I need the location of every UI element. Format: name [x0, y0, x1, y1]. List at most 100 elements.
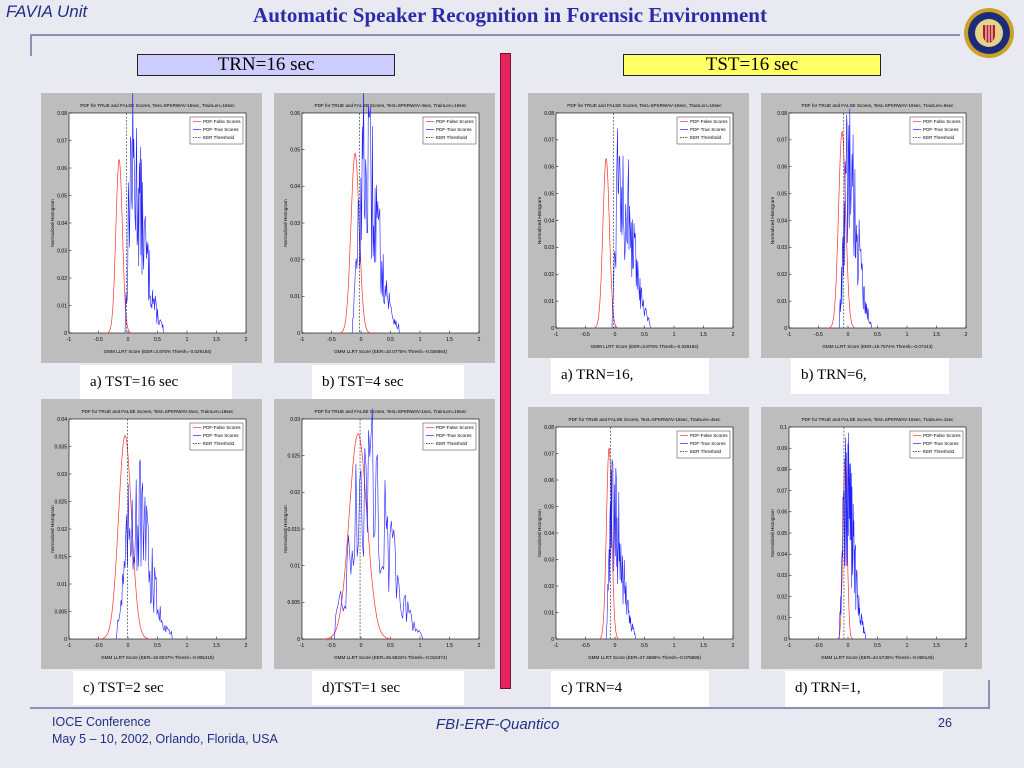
caption-a-trn16: a) TRN=16, — [551, 358, 709, 394]
series-true-scores — [115, 459, 173, 640]
y-tick-label: 0.02 — [777, 272, 787, 278]
series-false-scores — [598, 446, 620, 640]
chart-tst16-trn16: PDF for TRUE and FALSE Scores, Test=SPKR… — [537, 103, 735, 349]
y-axis-label: Normalized Histogram — [770, 197, 776, 244]
x-tick-label: 1 — [419, 643, 422, 649]
y-tick-label: 0.07 — [544, 451, 554, 457]
x-axis-label: GMM LLRT Score (EER=10.0775% Thresh=-0.0… — [334, 349, 447, 354]
y-tick-label: 0.05 — [777, 531, 787, 537]
chart-trn16-tst4: PDF for TRUE and FALSE Scores, Test=SPKR… — [283, 93, 481, 354]
x-tick-label: 2 — [732, 332, 735, 338]
y-tick-label: 0 — [64, 331, 67, 337]
x-tick-label: -1 — [67, 643, 72, 649]
y-axis-label: Normalized Histogram — [770, 509, 776, 556]
legend-entry: EER Threshold — [923, 449, 955, 454]
y-tick-label: 0.03 — [544, 557, 554, 563]
y-tick-label: 0.06 — [544, 478, 554, 484]
y-tick-label: 0.015 — [287, 527, 300, 533]
chart-panel-6: PDF for TRUE and FALSE Scores, Test=SPKR… — [761, 93, 982, 358]
y-tick-label: 0.03 — [544, 245, 554, 251]
chart-title: PDF for TRUE and FALSE Scores, Test=SPKR… — [315, 103, 468, 108]
chart-trn16-tst1: PDF for TRUE and FALSE Scores, Test=SPKR… — [283, 408, 481, 660]
y-tick-label: 0.08 — [57, 111, 67, 117]
x-tick-label: -1 — [300, 337, 305, 343]
series-true-scores — [611, 128, 651, 329]
y-tick-label: 0.03 — [57, 248, 67, 254]
chart-trn16-tst2: PDF for TRUE and FALSE Scores, Test=SPKR… — [50, 409, 248, 660]
legend-entry: PDF-False Scores — [436, 119, 474, 124]
caption-c-tst2: c) TST=2 sec — [73, 671, 225, 705]
series-true-scores — [605, 459, 636, 640]
legend-entry: PDF-False Scores — [203, 119, 241, 124]
y-tick-label: 0.08 — [544, 425, 554, 431]
bottom-right-bracket — [988, 680, 990, 709]
x-axis-label: GMM LLRT Score (EER=3.876% Thresh=-0.029… — [104, 349, 212, 354]
x-tick-label: 1.5 — [933, 643, 940, 649]
series-true-scores — [334, 408, 424, 640]
group-label-tst: TST=16 sec — [623, 54, 881, 76]
chart-panel-2: PDF for TRUE and FALSE Scores, Test=SPKR… — [274, 93, 495, 363]
legend-entry: EER Threshold — [436, 135, 468, 140]
x-tick-label: -0.5 — [814, 332, 823, 338]
legend-entry: PDF-False Scores — [923, 119, 961, 124]
x-tick-label: -1 — [67, 337, 72, 343]
y-tick-label: 0.02 — [544, 584, 554, 590]
chart-tst16-trn6: PDF for TRUE and FALSE Scores, Test=SPKR… — [770, 103, 968, 349]
y-tick-label: 0.1 — [780, 425, 787, 431]
y-tick-label: 0 — [784, 326, 787, 332]
footer-center-label: FBI-ERF-Quantico — [436, 716, 560, 733]
x-tick-label: -0.5 — [327, 337, 336, 343]
caption-d-tst1: d)TST=1 sec — [312, 671, 464, 705]
footer-conference: IOCE Conference — [52, 715, 151, 729]
legend-entry: PDF-False Scores — [690, 119, 728, 124]
x-axis-label: GMM LLRT Score (EER=44.5736% Thresh=-0.0… — [821, 655, 934, 660]
y-tick-label: 0 — [551, 326, 554, 332]
x-axis-label: GMM LLRT Score (EER=18.6047% Thresh=-0.0… — [101, 655, 214, 660]
chart-panel-1: PDF for TRUE and FALSE Scores, Test=SPKR… — [41, 93, 262, 363]
x-tick-label: 1.5 — [213, 337, 220, 343]
y-tick-label: 0.02 — [290, 490, 300, 496]
y-tick-label: 0.01 — [57, 303, 67, 309]
y-tick-label: 0.03 — [777, 573, 787, 579]
x-tick-label: 2 — [478, 337, 481, 343]
legend-entry: PDF-False Scores — [436, 425, 474, 430]
y-tick-label: 0.02 — [290, 257, 300, 263]
legend-entry: EER Threshold — [203, 441, 235, 446]
x-tick-label: -1 — [787, 332, 792, 338]
y-tick-label: 0.02 — [544, 272, 554, 278]
x-tick-label: 1 — [186, 643, 189, 649]
x-tick-label: 1 — [906, 643, 909, 649]
chart-title: PDF for TRUE and FALSE Scores, Test=SPKR… — [82, 409, 235, 414]
x-tick-label: -1 — [554, 643, 559, 649]
y-tick-label: 0.04 — [544, 531, 554, 537]
series-false-scores — [106, 158, 133, 334]
caption-b-tst4: b) TST=4 sec — [312, 365, 464, 399]
y-tick-label: 0.01 — [544, 299, 554, 305]
x-tick-label: 0.5 — [154, 643, 161, 649]
x-tick-label: 2 — [245, 643, 248, 649]
x-tick-label: -1 — [787, 643, 792, 649]
chart-panel-5: PDF for TRUE and FALSE Scores, Test=SPKR… — [528, 93, 749, 358]
chart-tst16-trn1: PDF for TRUE and FALSE Scores, Test=SPKR… — [770, 417, 968, 660]
legend-entry: PDF-True Scores — [690, 441, 726, 446]
x-tick-label: 0 — [847, 332, 850, 338]
x-tick-label: -0.5 — [814, 643, 823, 649]
y-tick-label: 0.06 — [57, 166, 67, 172]
bottom-rule — [30, 707, 990, 709]
group-label-trn: TRN=16 sec — [137, 54, 395, 76]
x-tick-label: 1 — [419, 337, 422, 343]
y-tick-label: 0.04 — [57, 221, 67, 227]
y-tick-label: 0.01 — [777, 616, 787, 622]
legend-entry: PDF-True Scores — [436, 433, 472, 438]
legend-entry: EER Threshold — [436, 441, 468, 446]
y-tick-label: 0.005 — [54, 609, 67, 615]
legend-entry: PDF-True Scores — [923, 441, 959, 446]
plot-area — [68, 418, 247, 640]
x-tick-label: 1.5 — [213, 643, 220, 649]
legend-entry: EER Threshold — [203, 135, 235, 140]
y-axis-label: Normalized Histogram — [537, 197, 543, 244]
y-tick-label: 0.05 — [290, 147, 300, 153]
x-tick-label: 0 — [127, 337, 130, 343]
x-axis-label: GMM LLRT Score (EER=19.7674% Thresh=-0.0… — [822, 344, 933, 349]
series-true-scores — [838, 432, 866, 640]
